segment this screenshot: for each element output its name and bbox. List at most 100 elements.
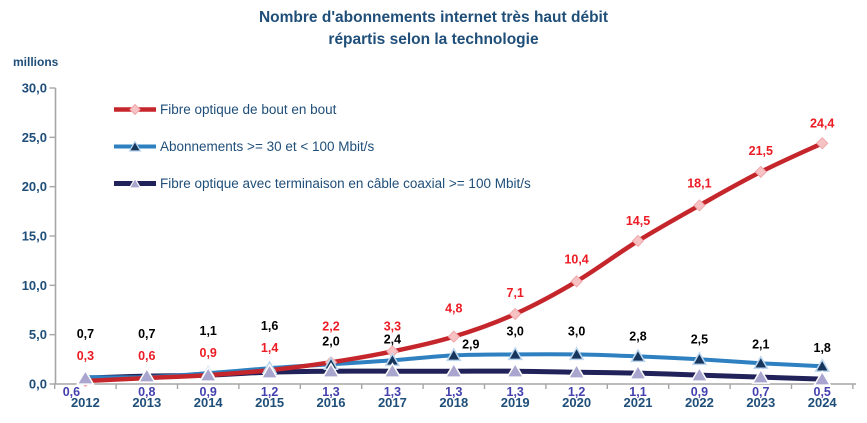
triangle-marker — [383, 362, 402, 378]
data-label-purple: 0,9 — [200, 385, 217, 399]
legend-label: Abonnements >= 30 et < 100 Mbit/s — [160, 138, 375, 154]
data-label-red: 4,8 — [445, 302, 462, 316]
x-tick-label-year: 2018 — [439, 395, 468, 410]
chart-title: Nombre d'abonnements internet très haut … — [0, 7, 867, 51]
diamond-marker — [693, 199, 706, 212]
x-tick-label-year: 2017 — [378, 395, 407, 410]
diamond-marker — [570, 275, 583, 288]
x-tick-label-year: 2014 — [194, 395, 224, 410]
diamond-marker — [447, 330, 461, 343]
y-tick-label: 15,0 — [22, 229, 47, 244]
triangle-marker — [690, 366, 709, 382]
x-axis: 2012 2013 2014 2015 2016 2017 2018 2019 2020 2021… — [54, 383, 856, 410]
data-label-red: 0,9 — [200, 346, 217, 360]
data-label-purple: 1,2 — [568, 385, 585, 399]
triangle-marker — [321, 362, 341, 378]
series-labels-fibre-optique: 0,3 0,6 0,9 1,4 2,2 3,3 4,8 7,1 10,4 14,5 18,1 21,5… — [77, 116, 835, 363]
data-label-black: 2,9 — [462, 337, 479, 351]
data-label-black: 3,0 — [568, 324, 585, 338]
legend-item-0: Fibre optique de bout en bout — [112, 101, 531, 117]
chart-title-line1: Nombre d'abonnements internet très haut … — [258, 9, 609, 26]
data-label-red: 2,2 — [322, 319, 339, 333]
legend-item-2: Fibre optique avec terminaison en câble … — [112, 175, 531, 191]
x-tick-label-year: 2016 — [317, 395, 346, 410]
diamond-marker — [508, 307, 522, 321]
diamond-marker — [631, 234, 645, 248]
data-label-purple: 1,3 — [322, 385, 339, 399]
data-label-red: 21,5 — [749, 144, 773, 158]
legend-diamond — [129, 103, 141, 115]
data-label-purple: 0,7 — [752, 385, 769, 399]
y-tick-label: 25,0 — [22, 130, 47, 145]
legend: Fibre optique de bout en bout Abonnements… — [112, 101, 531, 191]
y-tick-label: 0,0 — [29, 377, 47, 392]
data-label-purple: 1,3 — [384, 385, 401, 399]
triangle-marker — [812, 370, 832, 386]
chart-title-line2: répartis selon la technologie — [328, 31, 539, 48]
data-label-red: 14,5 — [626, 214, 650, 228]
data-label-purple: 1,3 — [445, 385, 462, 399]
legend-triangle — [128, 139, 142, 152]
data-label-black: 1,6 — [261, 319, 278, 333]
x-tick-label-year: 2013 — [132, 395, 161, 410]
data-label-black: 1,1 — [200, 324, 217, 338]
x-tick-label-year: 2019 — [501, 395, 530, 410]
data-label-black: 3,0 — [507, 324, 524, 338]
data-label-purple: 1,3 — [507, 385, 524, 399]
legend-item-1: Abonnements >= 30 et < 100 Mbit/s — [112, 138, 531, 154]
triangle-marker — [628, 364, 648, 380]
diamond-marker — [815, 137, 829, 150]
data-label-black: 2,5 — [691, 332, 708, 346]
x-tick-label-year: 2012 — [71, 395, 100, 410]
data-label-red: 18,1 — [687, 176, 711, 190]
x-tick-label-year: 2024 — [808, 395, 838, 410]
data-label-black: 1,8 — [814, 341, 831, 355]
data-label-red: 7,1 — [507, 286, 524, 300]
y-tick-label: 20,0 — [22, 179, 47, 194]
legend-marker-icon — [114, 103, 156, 115]
series-labels-cable-coaxial: 0,6 0,8 0,9 1,2 1,3 1,3 1,3 1,3 1,2 1,1 0,9 0,7 0,5 — [63, 385, 831, 399]
data-label-red: 3,3 — [384, 319, 401, 333]
legend-label: Fibre optique avec terminaison en câble … — [160, 175, 531, 191]
triangle-marker — [751, 368, 771, 384]
legend-label: Fibre optique de bout en bout — [160, 101, 337, 117]
data-label-black: 0,7 — [77, 327, 94, 341]
series-markers-cable-coaxial — [76, 362, 832, 386]
triangle-marker — [444, 362, 464, 378]
data-label-red: 0,6 — [138, 349, 155, 363]
data-label-red: 24,4 — [810, 116, 834, 130]
x-tick-label-year: 2022 — [685, 395, 714, 410]
triangle-marker — [691, 351, 708, 366]
y-tick-label: 10,0 — [22, 278, 47, 293]
data-label-red: 0,3 — [77, 349, 94, 363]
x-tick-label-year: 2020 — [562, 395, 591, 410]
data-label-purple: 0,5 — [814, 385, 831, 399]
triangle-marker — [76, 369, 95, 385]
x-tick-label-year: 2015 — [255, 395, 284, 410]
triangle-marker — [446, 347, 462, 362]
data-label-purple: 1,2 — [261, 385, 278, 399]
y-tick-label: 5,0 — [29, 327, 47, 342]
diamond-marker — [754, 165, 768, 179]
triangle-marker — [630, 348, 646, 363]
triangle-marker — [137, 367, 157, 383]
triangle-marker — [568, 346, 585, 361]
x-tick-label-year: 2021 — [624, 395, 653, 410]
data-label-black: 2,8 — [629, 329, 646, 343]
data-label-black: 0,7 — [138, 327, 155, 341]
triangle-marker — [567, 363, 586, 379]
data-label-black: 2,1 — [752, 337, 769, 351]
legend-marker-icon — [114, 139, 156, 152]
data-label-red: 1,4 — [261, 341, 278, 355]
data-label-black: 2,4 — [384, 332, 401, 346]
data-label-purple: 0,9 — [691, 385, 708, 399]
data-label-purple: 1,1 — [629, 385, 646, 399]
x-tick-label-year: 2023 — [746, 395, 775, 410]
y-tick-label: 30,0 — [22, 81, 47, 96]
data-label-purple: 0,6 — [63, 385, 80, 399]
data-label-red: 10,4 — [564, 252, 588, 266]
triangle-marker — [505, 362, 525, 378]
triangle-marker — [198, 366, 218, 382]
